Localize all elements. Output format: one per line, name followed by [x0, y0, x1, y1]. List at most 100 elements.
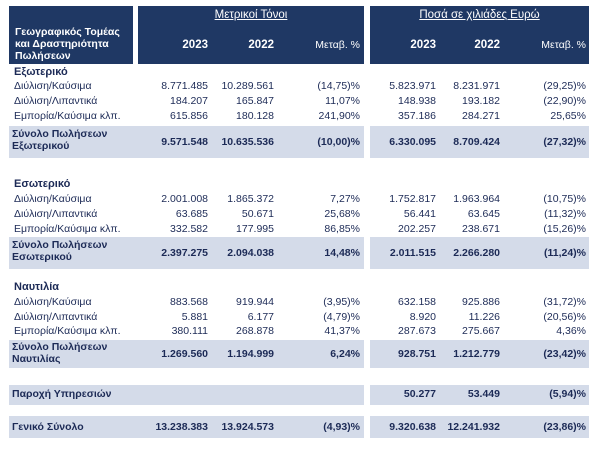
grand-total-band: [9, 416, 589, 438]
total-cell: 8.709.424: [453, 136, 500, 148]
total-cell: 1.269.560: [161, 348, 208, 360]
total-band-external: [9, 126, 589, 158]
total-band-shipping: [9, 340, 589, 368]
header-col-euro-2022: 2022: [474, 39, 500, 51]
cell: (3,95)%: [323, 296, 360, 308]
cell: 4,36%: [556, 325, 586, 337]
header-col-euro-2023: 2023: [410, 39, 436, 51]
cell: (4,79)%: [323, 311, 360, 323]
band-gap: [364, 126, 370, 158]
cell: 275.667: [462, 325, 500, 337]
cell: 148.938: [398, 95, 436, 107]
band-gap: [364, 385, 370, 405]
row-label: Εμπορία/Καύσιμα κλπ.: [14, 223, 121, 235]
cell: 1.865.372: [227, 193, 274, 205]
cell: 1.963.964: [453, 193, 500, 205]
cell: (22,90)%: [543, 95, 586, 107]
cell: 632.158: [398, 296, 436, 308]
cell: 8.231.971: [453, 80, 500, 92]
cell: 919.944: [236, 296, 274, 308]
cell: 11,07%: [325, 95, 360, 107]
cell: 63.645: [467, 208, 500, 220]
total-band-domestic: [9, 237, 589, 269]
band-gap: [364, 340, 370, 368]
grand-total-cell: 13.238.383: [155, 421, 208, 433]
total-cell: (23,42)%: [543, 348, 586, 360]
cell: 883.568: [170, 296, 208, 308]
row-label: Εμπορία/Καύσιμα κλπ.: [14, 325, 121, 337]
total-cell: 1.194.999: [227, 348, 274, 360]
row-label: Διύλιση/Λιπαντικά: [14, 208, 98, 220]
cell: 56.441: [403, 208, 436, 220]
section-title-shipping: Ναυτιλία: [14, 281, 60, 293]
cell: 11.226: [468, 311, 500, 323]
total-label-line1: Σύνολο Πωλήσεων: [12, 239, 108, 251]
row-label: Διύλιση/Καύσιμα: [14, 80, 92, 92]
total-cell: (10,00)%: [317, 136, 360, 148]
total-cell: 10.635.536: [221, 136, 274, 148]
grand-total-label: Γενικό Σύνολο: [12, 421, 84, 433]
services-cell: 53.449: [467, 388, 500, 400]
header-col-euro-change: Μεταβ. %: [541, 39, 586, 51]
header-tons-title: Μετρικοί Τόνοι: [214, 9, 288, 21]
header-col-tons-2023: 2023: [182, 39, 208, 51]
header-euro-group: Ποσά σε χιλιάδες Ευρώ 2023 2022 Μεταβ. %: [370, 6, 589, 64]
row-label: Διύλιση/Καύσιμα: [14, 193, 92, 205]
cell: (20,56)%: [543, 311, 586, 323]
cell: 41,37%: [324, 325, 360, 337]
grand-total-cell: 12.241.932: [447, 421, 500, 433]
cell: 50.671: [241, 208, 274, 220]
total-cell: (27,32)%: [543, 136, 586, 148]
grand-total-cell: (4,93)%: [323, 421, 360, 433]
cell: 332.582: [170, 223, 208, 235]
cell: (31,72)%: [543, 296, 586, 308]
total-label-line2: Εξωτερικού: [12, 140, 70, 152]
cell: 180.128: [236, 110, 274, 122]
header-euro-title: Ποσά σε χιλιάδες Ευρώ: [419, 9, 540, 21]
cell: (29,25)%: [543, 80, 586, 92]
row-label: Εμπορία/Καύσιμα κλπ.: [14, 110, 121, 122]
cell: 86,85%: [324, 223, 360, 235]
total-label-shipping: Σύνολο Πωλήσεων Ναυτιλίας: [12, 341, 107, 365]
row-label: Διύλιση/Καύσιμα: [14, 296, 92, 308]
cell: 925.886: [462, 296, 500, 308]
cell: 6.177: [247, 311, 274, 323]
cell: 1.752.817: [389, 193, 436, 205]
band-gap: [364, 416, 370, 438]
header-sector-label: Γεωγραφικός Τομέας και Δραστηριότητα Πωλ…: [9, 6, 133, 64]
cell: (15,26)%: [543, 223, 586, 235]
header-col-tons-change: Μεταβ. %: [315, 39, 360, 51]
band-gap: [364, 237, 370, 269]
total-cell: 14,48%: [324, 247, 360, 259]
cell: 184.207: [170, 95, 208, 107]
cell: 380.111: [171, 325, 208, 337]
header-tons-group: Μετρικοί Τόνοι 2023 2022 Μεταβ. %: [138, 6, 364, 64]
cell: 7,27%: [330, 193, 360, 205]
cell: 193.182: [462, 95, 500, 107]
total-cell: 2.266.280: [453, 247, 500, 259]
total-cell: (11,24)%: [543, 247, 586, 259]
total-label-line2: Εσωτερικού: [12, 251, 72, 263]
cell: 238.671: [462, 223, 500, 235]
cell: 268.878: [236, 325, 274, 337]
cell: 8.771.485: [161, 80, 208, 92]
cell: 241,90%: [318, 110, 360, 122]
cell: 25,65%: [550, 110, 586, 122]
total-cell: 928.751: [398, 348, 436, 360]
cell: (14,75)%: [317, 80, 360, 92]
total-label-line1: Σύνολο Πωλήσεων: [12, 128, 108, 140]
cell: (10,75)%: [543, 193, 586, 205]
grand-total-cell: 9.320.638: [389, 421, 436, 433]
header-col-tons-2022: 2022: [248, 39, 274, 51]
cell: 284.271: [462, 110, 500, 122]
total-label-domestic: Σύνολο Πωλήσεων Εσωτερικού: [12, 239, 107, 263]
total-cell: 6,24%: [330, 348, 360, 360]
cell: 25,68%: [324, 208, 360, 220]
row-label: Διύλιση/Λιπαντικά: [14, 95, 98, 107]
cell: 10.289.561: [221, 80, 274, 92]
total-label-line2: Ναυτιλίας: [12, 353, 61, 365]
total-label-line1: Σύνολο Πωλήσεων: [12, 341, 108, 353]
services-cell: 50.277: [403, 388, 436, 400]
services-cell: (5,94)%: [549, 388, 586, 400]
grand-total-cell: (23,86)%: [543, 421, 586, 433]
